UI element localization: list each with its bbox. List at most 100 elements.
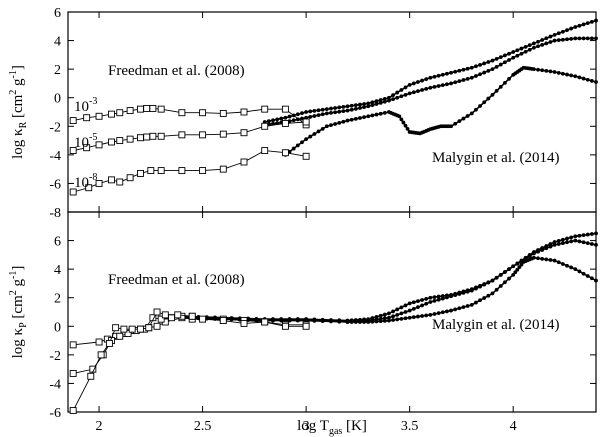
top-freedman-point [302, 118, 310, 126]
top-malygin-point [560, 37, 565, 42]
top-freedman-point [281, 105, 289, 113]
bottom-freedman-point [128, 325, 136, 333]
bottom-malygin-point [573, 238, 578, 243]
top-malygin-point [428, 75, 433, 80]
bottom-ytick-label: -4 [49, 377, 61, 392]
top-malygin-point [424, 77, 429, 82]
top-malygin-point [320, 107, 325, 112]
top-malygin-point [403, 92, 408, 97]
bottom-malygin-point [436, 297, 441, 302]
bottom-malygin-point [577, 269, 582, 274]
pressure-label-1e-3: 10-3 [74, 96, 97, 115]
bottom-malygin-point [420, 314, 424, 318]
top-malygin-point [536, 67, 540, 72]
bottom-malygin-point [391, 309, 395, 314]
bottom-malygin-point [594, 278, 598, 283]
bottom-malygin-point [469, 288, 474, 293]
bottom-malygin-point [560, 241, 565, 246]
top-malygin-point [560, 29, 565, 34]
bottom-freedman-point [199, 315, 207, 323]
top-freedman-point [199, 167, 207, 175]
top-malygin-point [374, 112, 379, 117]
top-malygin-point [589, 78, 594, 83]
top-malygin-point [312, 108, 317, 113]
top-malygin-point [358, 102, 362, 107]
bottom-freedman-point [124, 329, 132, 337]
top-malygin-point [308, 114, 313, 119]
top-malygin-point [316, 113, 321, 118]
top-malygin-point [486, 60, 491, 64]
top-malygin-point [420, 88, 424, 92]
top-malygin-point [565, 28, 569, 33]
top-malygin-point [486, 68, 491, 73]
bottom-malygin-point [482, 296, 487, 300]
top-malygin-point [594, 80, 598, 84]
top-malygin-point [457, 68, 462, 73]
top-malygin-point [486, 96, 491, 101]
top-freedman-point [178, 109, 186, 117]
top-malygin-point [585, 36, 590, 41]
top-malygin-point [560, 71, 565, 76]
bottom-freedman-point [219, 317, 227, 325]
top-malygin-point [482, 61, 487, 66]
top-malygin-point [312, 114, 317, 118]
bottom-malygin-point [428, 295, 433, 300]
top-malygin-point [589, 36, 594, 41]
bottom-ytick-label: 0 [54, 320, 61, 335]
x-axis-label: log Tgas [K] [297, 418, 367, 437]
top-malygin-point [498, 84, 503, 89]
bottom-malygin-point [403, 316, 408, 321]
top-malygin-point [498, 62, 503, 67]
top-malygin-point [333, 106, 338, 110]
top-malygin-point [544, 41, 549, 46]
bottom-malygin-point [378, 319, 383, 324]
bottom-malygin-point [445, 309, 449, 314]
top-malygin-point [308, 134, 313, 139]
top-malygin-point [548, 69, 553, 74]
top-malygin-point [445, 71, 449, 76]
bottom-malygin-point [565, 236, 569, 241]
bottom-malygin-point [540, 248, 545, 252]
bottom-malygin-point [507, 276, 511, 281]
top-malygin-point [531, 45, 536, 50]
top-malygin-point [399, 88, 404, 92]
top-freedman-point [108, 110, 115, 118]
top-freedman-point [143, 133, 151, 141]
top-malygin-point [556, 38, 561, 43]
top-malygin-point [536, 44, 540, 49]
bottom-malygin-point [536, 256, 540, 261]
top-freedman-point [157, 132, 165, 140]
top-malygin-point [341, 119, 346, 124]
top-malygin-point [548, 40, 553, 44]
bottom-malygin-point [565, 263, 569, 268]
bottom-malygin-point [544, 246, 549, 251]
bottom-malygin-point [345, 320, 350, 324]
bottom-malygin-point [378, 313, 383, 318]
bottom-series [69, 231, 598, 415]
bottom-freedman-point [157, 315, 165, 323]
top-malygin-point [287, 114, 292, 119]
top-freedman-point [281, 149, 289, 157]
bottom-y-axis-label: log κP [cm2 g-1] [8, 266, 29, 359]
bottom-malygin-point [573, 234, 578, 239]
top-malygin-point [457, 119, 462, 124]
top-freedman-point [199, 109, 207, 117]
top-freedman-point [302, 152, 310, 160]
bottom-malygin-point [511, 264, 516, 269]
bottom-malygin-point [474, 286, 478, 291]
top-malygin-point [329, 110, 333, 115]
bottom-malygin-point [552, 240, 557, 244]
bottom-malygin-point [474, 300, 478, 305]
bottom-malygin-point [569, 265, 574, 270]
bottom-freedman-point [95, 338, 103, 346]
top-series [69, 18, 598, 196]
top-freedman-point [69, 117, 77, 125]
top-malygin-point [453, 80, 458, 85]
top-freedman-line [73, 121, 307, 152]
bottom-malygin-point [560, 237, 565, 242]
top-malygin-point [540, 38, 545, 42]
top-malygin-point [411, 81, 416, 86]
bottom-freedman-point [153, 322, 161, 330]
bottom-freedman-label: Freedman et al. (2008) [108, 272, 245, 288]
top-freedman-point [69, 188, 77, 196]
